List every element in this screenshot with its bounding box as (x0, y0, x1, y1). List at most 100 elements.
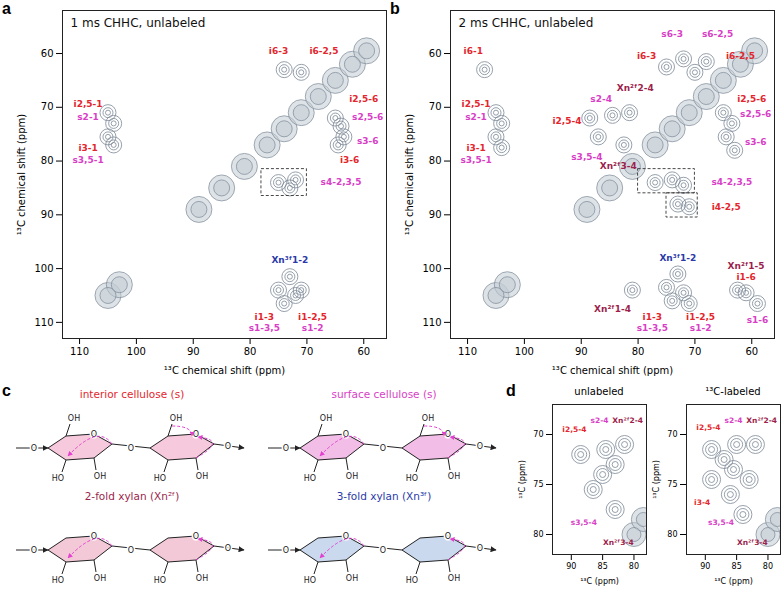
svg-text:110: 110 (34, 317, 53, 328)
svg-text:i2,5-4: i2,5-4 (696, 423, 720, 432)
svg-text:2-fold xylan (Xn²ᶠ): 2-fold xylan (Xn²ᶠ) (85, 490, 180, 502)
svg-text:i3-1: i3-1 (78, 142, 97, 152)
svg-text:70: 70 (533, 430, 543, 439)
svg-text:100: 100 (127, 346, 146, 357)
svg-text:OH: OH (422, 414, 434, 423)
svg-text:s1-2: s1-2 (690, 323, 712, 333)
svg-text:OH: OH (68, 414, 80, 423)
svg-text:80: 80 (632, 346, 645, 357)
svg-text:O: O (225, 544, 231, 553)
svg-text:O: O (31, 546, 37, 555)
svg-text:OH: OH (196, 472, 208, 481)
svg-text:i2,5-6: i2,5-6 (737, 94, 766, 104)
svg-text:110: 110 (458, 346, 477, 357)
svg-text:100: 100 (515, 346, 534, 357)
svg-text:Xn²ᶠ1-4: Xn²ᶠ1-4 (594, 304, 631, 314)
svg-text:O: O (193, 430, 199, 439)
svg-text:O: O (225, 442, 231, 451)
svg-text:Xn²ᶠ2-4: Xn²ᶠ2-4 (617, 83, 654, 93)
svg-text:O: O (477, 544, 483, 553)
svg-text:1 ms CHHC, unlabeled: 1 ms CHHC, unlabeled (71, 16, 206, 30)
svg-text:O: O (477, 442, 483, 451)
svg-text:Xn³ᶠ1-2: Xn³ᶠ1-2 (659, 253, 696, 263)
svg-text:i2,5-1: i2,5-1 (74, 99, 103, 109)
svg-text:Xn²ᶠ3-4: Xn²ᶠ3-4 (737, 538, 768, 547)
svg-text:¹³C (ppm): ¹³C (ppm) (580, 577, 619, 586)
svg-text:Xn²ᶠ2-4: Xn²ᶠ2-4 (746, 416, 777, 425)
svg-text:interior cellulose (s): interior cellulose (s) (80, 388, 184, 400)
svg-text:80: 80 (41, 155, 54, 166)
svg-text:HO: HO (154, 576, 166, 585)
svg-text:70: 70 (667, 430, 677, 439)
svg-text:OH: OH (448, 574, 460, 583)
svg-text:60: 60 (745, 346, 758, 357)
svg-text:75: 75 (533, 480, 543, 489)
svg-text:60: 60 (357, 346, 370, 357)
svg-text:Xn²ᶠ3-4: Xn²ᶠ3-4 (600, 161, 637, 171)
svg-text:¹³C chemical shift (ppm): ¹³C chemical shift (ppm) (164, 365, 285, 376)
svg-text:3-fold xylan (Xn³ᶠ): 3-fold xylan (Xn³ᶠ) (337, 490, 432, 502)
svg-text:HO: HO (304, 474, 316, 483)
svg-text:80: 80 (533, 530, 543, 539)
svg-text:s2-1: s2-1 (465, 112, 487, 122)
svg-text:i2,5-4: i2,5-4 (562, 425, 586, 434)
svg-text:i1-3: i1-3 (255, 312, 274, 322)
svg-text:80: 80 (429, 155, 442, 166)
svg-text:75: 75 (667, 480, 677, 489)
svg-text:HO: HO (304, 576, 316, 585)
svg-text:¹³C (ppm): ¹³C (ppm) (518, 460, 527, 499)
svg-text:2 ms CHHC, unlabeled: 2 ms CHHC, unlabeled (459, 16, 594, 30)
svg-text:OH: OH (448, 472, 460, 481)
svg-text:i4-2,5: i4-2,5 (712, 202, 741, 212)
svg-text:70: 70 (41, 101, 54, 112)
svg-text:O: O (380, 444, 386, 453)
svg-text:O: O (445, 532, 451, 541)
svg-text:O: O (31, 444, 37, 453)
svg-text:O: O (128, 546, 134, 555)
svg-text:O: O (445, 430, 451, 439)
svg-text:O: O (283, 546, 289, 555)
svg-text:HO: HO (406, 576, 418, 585)
svg-text:60: 60 (429, 48, 442, 59)
svg-text:O: O (193, 532, 199, 541)
svg-text:s2-4: s2-4 (590, 416, 608, 425)
svg-text:i3-6: i3-6 (340, 155, 359, 165)
svg-text:Xn²ᶠ3-4: Xn²ᶠ3-4 (603, 538, 634, 547)
svg-text:¹³C chemical shift (ppm): ¹³C chemical shift (ppm) (552, 365, 673, 376)
svg-text:OH: OH (346, 574, 358, 583)
svg-text:OH: OH (170, 414, 182, 423)
svg-text:Xn³ᶠ1-2: Xn³ᶠ1-2 (271, 255, 308, 265)
svg-text:Xn²ᶠ1-5: Xn²ᶠ1-5 (728, 261, 765, 271)
svg-text:s3,5-4: s3,5-4 (571, 152, 602, 162)
svg-text:s4-2,3,5: s4-2,3,5 (711, 177, 752, 187)
svg-text:HO: HO (154, 474, 166, 483)
svg-text:s1-3,5: s1-3,5 (249, 323, 280, 333)
svg-text:s1-2: s1-2 (302, 323, 324, 333)
svg-text:80: 80 (629, 562, 639, 571)
svg-text:i6-3: i6-3 (637, 51, 656, 61)
svg-text:100: 100 (422, 263, 441, 274)
svg-text:s3,5-4: s3,5-4 (708, 518, 734, 527)
svg-text:i2,5-1: i2,5-1 (462, 99, 491, 109)
svg-text:s2,5-6: s2,5-6 (352, 112, 383, 122)
svg-text:70: 70 (429, 101, 442, 112)
svg-text:i2,5-6: i2,5-6 (349, 94, 378, 104)
svg-text:s6-2,5: s6-2,5 (702, 29, 733, 39)
svg-text:90: 90 (700, 562, 710, 571)
svg-text:s6-3: s6-3 (661, 29, 683, 39)
svg-text:OH: OH (94, 574, 106, 583)
svg-text:HO: HO (52, 474, 64, 483)
svg-text:s3,5-1: s3,5-1 (460, 155, 491, 165)
svg-text:i3-4: i3-4 (694, 498, 710, 507)
svg-text:s3,5-1: s3,5-1 (72, 155, 103, 165)
svg-text:i6-1: i6-1 (464, 46, 483, 56)
svg-text:i6-3: i6-3 (269, 46, 288, 56)
svg-text:i2,5-4: i2,5-4 (553, 116, 582, 126)
svg-text:100: 100 (34, 263, 53, 274)
svg-text:110: 110 (70, 346, 89, 357)
svg-text:HO: HO (406, 474, 418, 483)
svg-text:90: 90 (187, 346, 200, 357)
svg-text:i1-2,5: i1-2,5 (686, 312, 715, 322)
svg-text:80: 80 (763, 562, 773, 571)
svg-text:i1-6: i1-6 (736, 272, 755, 282)
